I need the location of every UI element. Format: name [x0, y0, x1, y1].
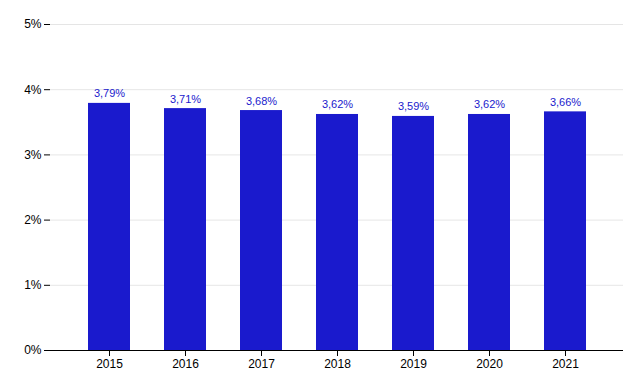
svg-text:0%: 0%: [24, 343, 42, 357]
svg-text:4%: 4%: [24, 83, 42, 97]
svg-text:5%: 5%: [24, 17, 42, 31]
svg-text:2016: 2016: [172, 357, 199, 371]
svg-text:2015: 2015: [96, 357, 123, 371]
svg-text:2020: 2020: [476, 357, 503, 371]
svg-text:2021: 2021: [552, 357, 579, 371]
svg-text:2018: 2018: [324, 357, 351, 371]
svg-text:3,59%: 3,59%: [398, 100, 429, 112]
svg-text:3%: 3%: [24, 148, 42, 162]
svg-text:2017: 2017: [248, 357, 275, 371]
svg-text:3,71%: 3,71%: [170, 93, 201, 105]
svg-text:3,79%: 3,79%: [94, 87, 125, 99]
svg-text:2019: 2019: [400, 357, 427, 371]
svg-text:1%: 1%: [24, 278, 42, 292]
svg-text:3,66%: 3,66%: [550, 96, 581, 108]
svg-text:2%: 2%: [24, 213, 42, 227]
svg-text:3,68%: 3,68%: [246, 95, 277, 107]
svg-text:3,62%: 3,62%: [322, 98, 353, 110]
svg-text:3,62%: 3,62%: [474, 98, 505, 110]
